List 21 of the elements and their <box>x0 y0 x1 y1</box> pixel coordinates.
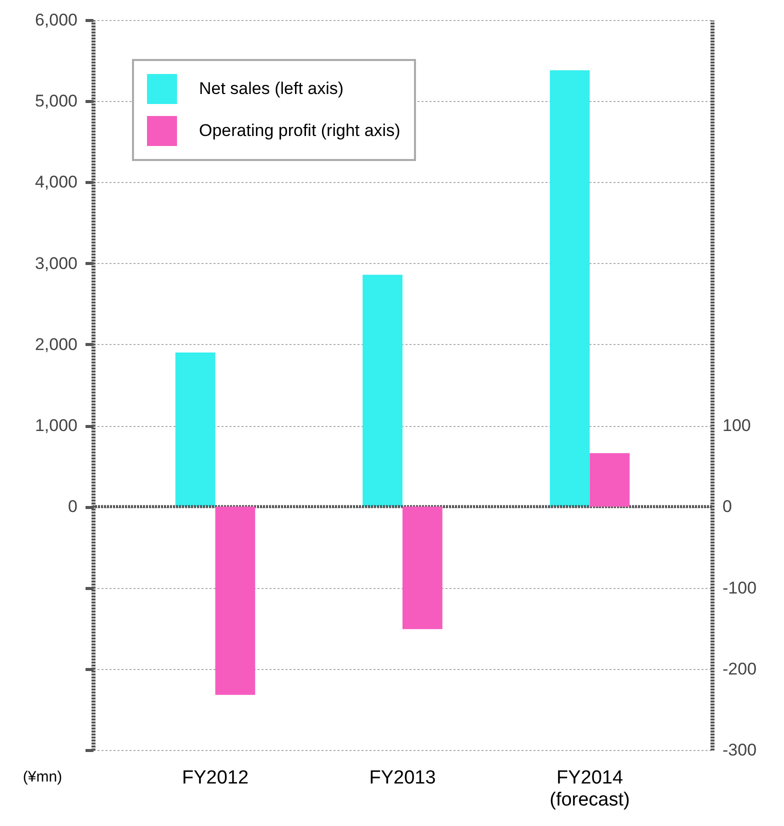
y-tick-label: 5,000 <box>34 92 78 111</box>
y2-tick-label: -200 <box>722 659 757 678</box>
x-tick-label: FY2014 (forecast) <box>550 768 630 810</box>
x-tick-label: FY2012 <box>182 768 249 788</box>
bar <box>550 70 590 507</box>
y-axis-title: (¥mn) <box>22 768 62 786</box>
y2-tick-label: -300 <box>722 740 757 760</box>
bar <box>175 352 216 507</box>
y2-tick-label: 100 <box>722 416 751 436</box>
y2-tick-label: -100 <box>722 578 757 598</box>
y-tick-label: 3,000 <box>34 254 78 273</box>
y-tick-label: 2,000 <box>34 334 78 354</box>
y2-tick-label: 0 <box>722 497 732 516</box>
y-tick-label: 1,000 <box>34 416 78 436</box>
legend-label: Operating profit (right axis) <box>199 121 400 140</box>
y-tick-label: 6,000 <box>34 10 78 30</box>
y-tick-label: 0 <box>68 497 78 516</box>
y-tick-label: 4,000 <box>34 172 78 192</box>
legend-label: Net sales (left axis) <box>199 79 344 98</box>
bar <box>362 274 402 507</box>
x-tick-label: FY2013 <box>369 768 436 788</box>
